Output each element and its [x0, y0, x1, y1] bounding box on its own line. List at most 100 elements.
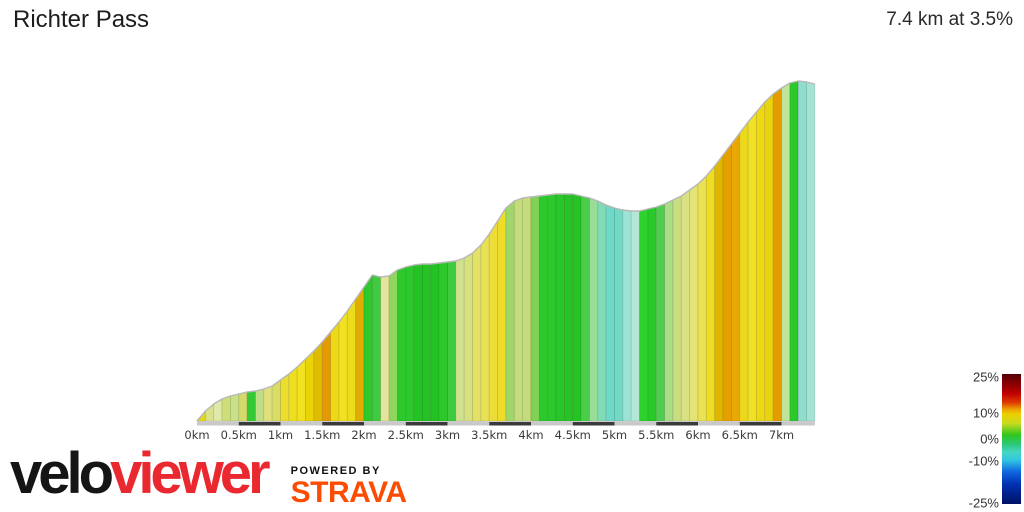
gradient-stripe[interactable]: [413, 263, 423, 422]
gradient-stripe[interactable]: [472, 244, 482, 422]
gradient-stripe[interactable]: [505, 200, 515, 422]
x-axis-tick-label: 0.5km: [221, 428, 257, 442]
gradient-stripe[interactable]: [430, 262, 440, 422]
gradient-stripe[interactable]: [572, 193, 582, 422]
gradient-stripe[interactable]: [305, 350, 315, 422]
gradient-stripe[interactable]: [346, 297, 357, 422]
gradient-stripe[interactable]: [447, 260, 457, 422]
distance-scale-segment: [238, 421, 281, 426]
distance-scale-segment: [572, 421, 615, 426]
gradient-stripe[interactable]: [622, 209, 632, 422]
gradient-stripe[interactable]: [797, 80, 807, 422]
x-axis-tick-label: 0km: [184, 428, 209, 442]
gradient-stripe[interactable]: [263, 385, 273, 422]
gradient-stripe[interactable]: [722, 142, 732, 422]
gradient-stripe[interactable]: [789, 80, 799, 422]
gradient-stripe[interactable]: [630, 210, 640, 422]
climb-stats: 7.4 km at 3.5%: [886, 9, 1013, 30]
veloviewer-logo[interactable]: veloviewer: [10, 445, 271, 503]
gradient-stripe[interactable]: [747, 110, 757, 422]
gradient-stripe[interactable]: [806, 81, 816, 422]
gradient-stripe[interactable]: [580, 195, 590, 422]
gradient-stripe[interactable]: [321, 330, 332, 422]
gradient-stripe[interactable]: [647, 206, 657, 422]
distance-scale-segment: [322, 421, 364, 426]
gradient-stripe[interactable]: [330, 320, 340, 422]
distance-scale-segment: [781, 421, 815, 426]
page-title: Richter Pass: [13, 6, 150, 33]
gradient-stripe[interactable]: [229, 393, 240, 422]
powered-by-label: POWERED BY: [290, 465, 381, 477]
gradient-stripe[interactable]: [238, 391, 248, 422]
gradient-stripe[interactable]: [497, 206, 507, 422]
gradient-stripe[interactable]: [422, 263, 432, 422]
gradient-stripe[interactable]: [288, 366, 298, 422]
gradient-stripe[interactable]: [639, 208, 649, 422]
gradient-stripe[interactable]: [739, 120, 749, 422]
strava-attribution[interactable]: POWERED BY STRAVA: [291, 444, 407, 508]
gradient-stripe[interactable]: [463, 252, 473, 422]
gradient-stripe[interactable]: [772, 87, 782, 422]
gradient-stripe[interactable]: [296, 358, 306, 422]
gradient-stripe[interactable]: [564, 193, 574, 422]
gradient-stripe[interactable]: [555, 193, 565, 422]
gradient-stripe[interactable]: [371, 274, 382, 422]
gradient-stripe[interactable]: [538, 194, 549, 422]
gradient-stripe[interactable]: [614, 207, 624, 422]
gradient-stripe[interactable]: [221, 395, 231, 422]
x-axis-tick-label: 5.5km: [638, 428, 674, 442]
gradient-stripe[interactable]: [271, 379, 281, 422]
x-axis-tick-label: 3.5km: [471, 428, 507, 442]
gradient-stripe[interactable]: [522, 196, 532, 422]
gradient-stripe[interactable]: [597, 200, 607, 422]
gradient-stripe[interactable]: [547, 193, 557, 422]
x-axis-tick-label: 6.5km: [722, 428, 758, 442]
gradient-stripe[interactable]: [388, 269, 398, 422]
gradient-stripe[interactable]: [313, 340, 323, 422]
gradient-stripe[interactable]: [513, 197, 524, 422]
gradient-stripe[interactable]: [455, 257, 465, 422]
x-axis-tick-label: 1km: [268, 428, 293, 442]
gradient-stripe[interactable]: [488, 219, 499, 422]
gradient-stripe[interactable]: [655, 203, 665, 422]
gradient-stripe[interactable]: [705, 164, 716, 422]
gradient-stripe[interactable]: [255, 388, 265, 422]
gradient-stripe[interactable]: [714, 153, 724, 422]
distance-scale-segment: [280, 421, 323, 426]
distance-scale-segment: [656, 421, 698, 426]
gradient-stripe[interactable]: [480, 232, 490, 422]
legend-label-neg25: -25%: [968, 495, 999, 511]
gradient-stripe[interactable]: [781, 82, 791, 422]
gradient-stripe[interactable]: [405, 264, 415, 422]
elevation-contour-line: [196, 80, 816, 422]
gradient-stripe[interactable]: [246, 390, 256, 422]
gradient-stripe[interactable]: [204, 403, 215, 422]
gradient-stripe[interactable]: [672, 195, 682, 422]
gradient-stripe[interactable]: [396, 266, 407, 422]
x-axis-tick-label: 4.5km: [555, 428, 591, 442]
gradient-stripe[interactable]: [689, 183, 699, 422]
gradient-stripe[interactable]: [380, 275, 390, 422]
legend-label-neg10: -10%: [968, 453, 999, 469]
gradient-stripe[interactable]: [605, 204, 615, 422]
gradient-stripe[interactable]: [338, 309, 348, 422]
gradient-stripe[interactable]: [697, 175, 707, 422]
gradient-stripe[interactable]: [664, 199, 674, 422]
distance-scale-segment: [447, 421, 490, 426]
distance-scale-segment: [739, 421, 782, 426]
gradient-stripe[interactable]: [589, 197, 599, 422]
gradient-stripe[interactable]: [731, 131, 741, 422]
gradient-stripe[interactable]: [680, 189, 691, 422]
gradient-stripe[interactable]: [756, 100, 766, 422]
gradient-stripe[interactable]: [280, 373, 290, 422]
gradient-legend: 25% 10% 0% -10% -25%: [940, 365, 1024, 511]
gradient-stripe[interactable]: [363, 273, 373, 422]
gradient-stripe[interactable]: [355, 285, 365, 422]
gradient-stripe[interactable]: [438, 261, 448, 422]
gradient-stripe[interactable]: [530, 195, 540, 422]
gradient-stripe[interactable]: [764, 93, 774, 422]
veloviewer-logo-viewer: viewer: [110, 441, 271, 506]
distance-scale-segment: [489, 421, 531, 426]
